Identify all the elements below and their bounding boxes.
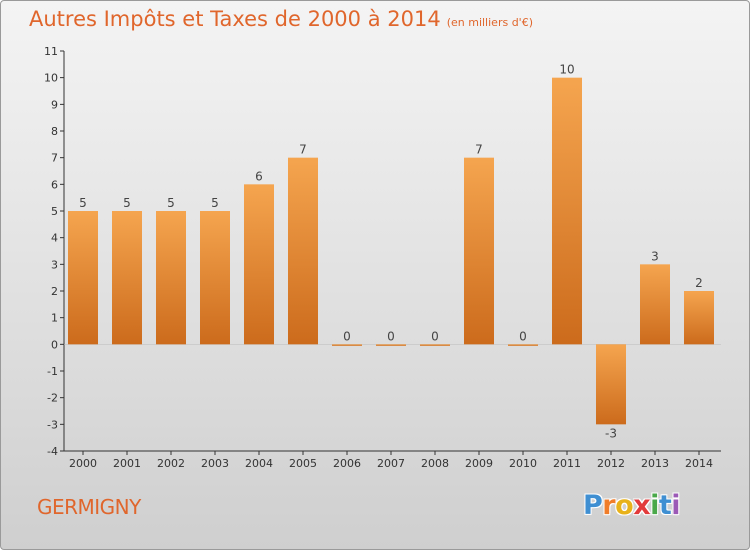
bar bbox=[684, 291, 714, 345]
logo-letter: o bbox=[615, 490, 634, 521]
data-label: 5 bbox=[123, 196, 131, 210]
y-tick-label: 7 bbox=[51, 152, 58, 165]
x-tick-label: 2004 bbox=[245, 457, 273, 470]
data-label: 5 bbox=[211, 196, 219, 210]
y-tick-label: 0 bbox=[51, 338, 58, 351]
proxiti-logo: Proxiti bbox=[583, 490, 681, 521]
x-tick-label: 2013 bbox=[641, 457, 669, 470]
x-tick-label: 2002 bbox=[157, 457, 185, 470]
x-tick-label: 2014 bbox=[685, 457, 713, 470]
y-tick-label: 9 bbox=[51, 98, 58, 111]
x-tick-label: 2005 bbox=[289, 457, 317, 470]
y-tick-label: 10 bbox=[44, 72, 58, 85]
bar bbox=[156, 211, 186, 345]
y-tick-label: 1 bbox=[51, 312, 58, 325]
data-label: 0 bbox=[343, 329, 351, 343]
bar bbox=[596, 344, 626, 425]
bar bbox=[420, 344, 450, 346]
bar bbox=[200, 211, 230, 345]
data-label: 0 bbox=[431, 329, 439, 343]
x-tick-label: 2003 bbox=[201, 457, 229, 470]
data-label: 0 bbox=[519, 329, 527, 343]
x-tick-label: 2006 bbox=[333, 457, 361, 470]
chart-title-text: Autres Impôts et Taxes de 2000 à 2014 bbox=[29, 7, 441, 31]
data-label: -3 bbox=[605, 426, 617, 440]
bar bbox=[552, 77, 582, 345]
data-label: 10 bbox=[559, 63, 574, 77]
x-tick-label: 2011 bbox=[553, 457, 581, 470]
logo-letter: i bbox=[671, 490, 681, 521]
logo-letter: P bbox=[583, 490, 603, 521]
bar bbox=[508, 344, 538, 346]
chart-unit-label: (en milliers d'€) bbox=[446, 16, 533, 29]
bar bbox=[376, 344, 406, 346]
x-tick-label: 2010 bbox=[509, 457, 537, 470]
logo-letter: x bbox=[633, 490, 651, 521]
y-tick-label: -2 bbox=[47, 392, 58, 405]
data-label: 7 bbox=[299, 143, 307, 157]
y-tick-label: 3 bbox=[51, 258, 58, 271]
data-label: 5 bbox=[167, 196, 175, 210]
data-label: 2 bbox=[695, 276, 703, 290]
bar bbox=[68, 211, 98, 345]
data-label: 7 bbox=[475, 143, 483, 157]
bar bbox=[640, 264, 670, 345]
y-tick-label: 5 bbox=[51, 205, 58, 218]
y-tick-label: 6 bbox=[51, 178, 58, 191]
data-label: 3 bbox=[651, 249, 659, 263]
bar bbox=[244, 184, 274, 345]
logo-letter: t bbox=[658, 490, 672, 521]
x-tick-label: 2000 bbox=[69, 457, 97, 470]
x-tick-label: 2001 bbox=[113, 457, 141, 470]
data-label: 5 bbox=[79, 196, 87, 210]
y-tick-label: -4 bbox=[47, 445, 58, 458]
x-tick-label: 2008 bbox=[421, 457, 449, 470]
bar bbox=[464, 157, 494, 345]
commune-name: GERMIGNY bbox=[37, 495, 141, 519]
x-tick-label: 2009 bbox=[465, 457, 493, 470]
bar bbox=[332, 344, 362, 346]
bar bbox=[112, 211, 142, 345]
logo-letter: r bbox=[602, 490, 616, 521]
y-tick-label: 4 bbox=[51, 232, 58, 245]
chart-title: Autres Impôts et Taxes de 2000 à 2014 (en… bbox=[29, 7, 533, 31]
y-tick-label: 2 bbox=[51, 285, 58, 298]
bar bbox=[288, 157, 318, 345]
y-tick-label: -1 bbox=[47, 365, 58, 378]
x-tick-label: 2007 bbox=[377, 457, 405, 470]
x-tick-label: 2012 bbox=[597, 457, 625, 470]
y-tick-label: 11 bbox=[44, 45, 58, 58]
data-label: 0 bbox=[387, 329, 395, 343]
y-tick-label: -3 bbox=[47, 418, 58, 431]
y-tick-label: 8 bbox=[51, 125, 58, 138]
data-label: 6 bbox=[255, 169, 263, 183]
logo-letter: i bbox=[650, 490, 659, 521]
